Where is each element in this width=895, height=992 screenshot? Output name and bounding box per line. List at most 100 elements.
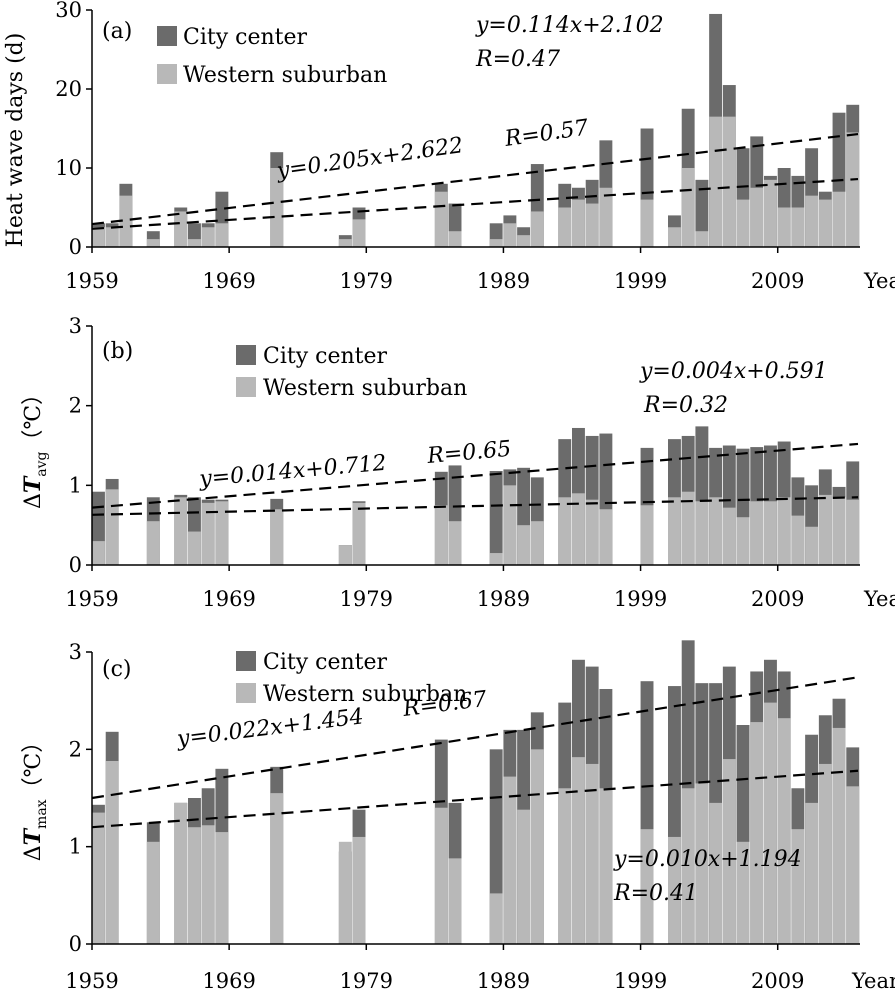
x-tick-label: 1969 (202, 269, 255, 293)
panel-a-x-tick-labels: 1959 1969 1979 1989 1999 2009 (65, 269, 804, 293)
x-tick-label: 1999 (614, 269, 667, 293)
bar-western-suburban-1977 (338, 841, 352, 944)
bar-western-suburban-1978 (352, 502, 366, 565)
panel-c: 0 1 2 3 1959 1969 1979 1989 1999 2009 ΔTmax（℃） (… (20, 640, 895, 992)
panel-b-r-city-center: R=0.65 (425, 437, 512, 469)
bar-western-suburban-1968 (215, 223, 229, 247)
bar-western-suburban-1995 (585, 763, 599, 944)
panel-a-tag: (a) (102, 19, 132, 44)
trendline-city-center (91, 132, 859, 226)
legend-swatch-city-center (236, 345, 256, 365)
trendline-city-center (91, 442, 859, 509)
y-tick-label: 2 (69, 394, 82, 418)
panel-b-r-western-suburban: R=0.32 (643, 393, 728, 418)
y-tick-label: 0 (69, 235, 82, 259)
panel-c-tag: (c) (102, 657, 132, 682)
bar-western-suburban-1996 (599, 509, 613, 565)
trendline-city-center (91, 676, 859, 800)
bar-western-suburban-1978 (352, 219, 366, 247)
panel-c-legend: City center Western suburban (236, 650, 467, 707)
bar-western-suburban-1959 (92, 541, 105, 565)
bar-western-suburban-2009 (777, 497, 791, 565)
x-tick-label: 1959 (65, 269, 118, 293)
panel-a-x-axis-label: Year (863, 269, 895, 293)
y-tick-label: 10 (55, 156, 82, 180)
bar-western-suburban-1972 (270, 793, 284, 944)
panel-b-y-var: T (20, 475, 46, 493)
bar-western-suburban-1972 (270, 509, 284, 565)
bar-western-suburban-2003 (695, 783, 709, 944)
bar-western-suburban-1961 (119, 195, 133, 247)
bar-western-suburban-2012 (818, 494, 832, 565)
panel-c-equation-western-suburban: y=0.010x+1.194 (613, 847, 802, 872)
panel-c-y-tick-labels: 0 1 2 3 (69, 640, 82, 956)
panel-a-r-western-suburban: R=0.47 (475, 47, 560, 72)
bar-western-suburban-2002 (681, 788, 695, 944)
y-tick-label: 30 (55, 0, 82, 22)
x-tick-label: 1999 (614, 969, 667, 992)
panel-c-trendlines (91, 676, 859, 829)
bar-western-suburban-1966 (188, 531, 201, 565)
panel-a-bars (92, 13, 860, 248)
trendline-western-suburban (91, 177, 859, 230)
bar-western-suburban-2008 (764, 179, 777, 247)
panel-b-equation-western-suburban: y=0.004x+0.591 (639, 359, 828, 384)
bar-western-suburban-1965 (174, 497, 188, 565)
legend-label-western-suburban: Western suburban (183, 63, 387, 88)
bar-western-suburban-2003 (695, 501, 709, 565)
bar-western-suburban-1988 (489, 239, 503, 247)
bar-western-suburban-1985 (448, 858, 462, 944)
legend-swatch-western-suburban (236, 377, 256, 397)
bar-western-suburban-2007 (750, 501, 764, 565)
bar-western-suburban-1993 (558, 207, 572, 247)
panel-a-y-tick-labels: 0 10 20 30 (55, 0, 82, 259)
bar-western-suburban-2013 (832, 727, 846, 944)
panel-c-x-tick-labels: 1959 1969 1979 1989 1999 2009 (65, 969, 804, 992)
bar-western-suburban-1991 (530, 521, 544, 565)
bar-western-suburban-2003 (695, 231, 709, 247)
bar-western-suburban-2008 (764, 702, 777, 944)
bar-western-suburban-2002 (681, 491, 695, 565)
x-tick-label: 1979 (340, 969, 393, 992)
panel-b-legend: City center Western suburban (236, 344, 467, 401)
bar-western-suburban-2007 (750, 187, 764, 247)
panel-b-x-axis-label: Year (863, 587, 895, 611)
bar-western-suburban-2014 (846, 132, 860, 247)
x-tick-label: 1959 (65, 587, 118, 611)
x-tick-label: 1969 (202, 587, 255, 611)
bar-western-suburban-2007 (750, 722, 764, 944)
bar-western-suburban-1996 (599, 788, 613, 944)
bar-western-suburban-1985 (448, 521, 462, 565)
bar-western-suburban-2012 (818, 763, 832, 944)
bar-western-suburban-1994 (572, 199, 585, 247)
x-tick-label: 1989 (477, 587, 530, 611)
bar-western-suburban-2001 (668, 497, 681, 565)
bar-western-suburban-2011 (805, 802, 819, 944)
bar-western-suburban-2009 (777, 207, 791, 247)
bar-western-suburban-2006 (736, 199, 750, 247)
bar-western-suburban-1989 (503, 223, 517, 247)
bar-western-suburban-1990 (517, 235, 531, 247)
panel-a-equation-western-suburban: y=0.114x+2.102 (475, 13, 664, 38)
panel-b-x-tick-labels: 1959 1969 1979 1989 1999 2009 (65, 587, 804, 611)
x-tick-label: 2009 (751, 269, 804, 293)
bar-western-suburban-1993 (558, 497, 572, 565)
legend-swatch-western-suburban (236, 683, 256, 703)
bar-western-suburban-2005 (722, 116, 736, 248)
panel-b-axes (86, 325, 860, 571)
panel-b-y-tick-labels: 0 1 2 3 (69, 314, 82, 577)
panel-b: 0 1 2 3 1959 1969 1979 1989 1999 2009 ΔTavg（℃） (… (20, 314, 895, 611)
panel-b-tag: (b) (102, 339, 133, 364)
panel-b-trendlines (91, 442, 859, 516)
bar-western-suburban-2009 (777, 718, 791, 944)
bar-western-suburban-1999 (640, 199, 654, 247)
panel-b-y-sub: avg (34, 452, 50, 477)
panel-a-r-city-center: R=0.57 (502, 115, 590, 152)
bar-western-suburban-1995 (585, 203, 599, 247)
panel-b-y-axis-label: ΔTavg（℃） (20, 383, 50, 509)
bar-western-suburban-2005 (722, 507, 736, 565)
x-tick-label: 1979 (340, 269, 393, 293)
bar-western-suburban-1994 (572, 757, 585, 944)
x-tick-label: 1969 (202, 969, 255, 992)
y-tick-label: 0 (69, 553, 82, 577)
